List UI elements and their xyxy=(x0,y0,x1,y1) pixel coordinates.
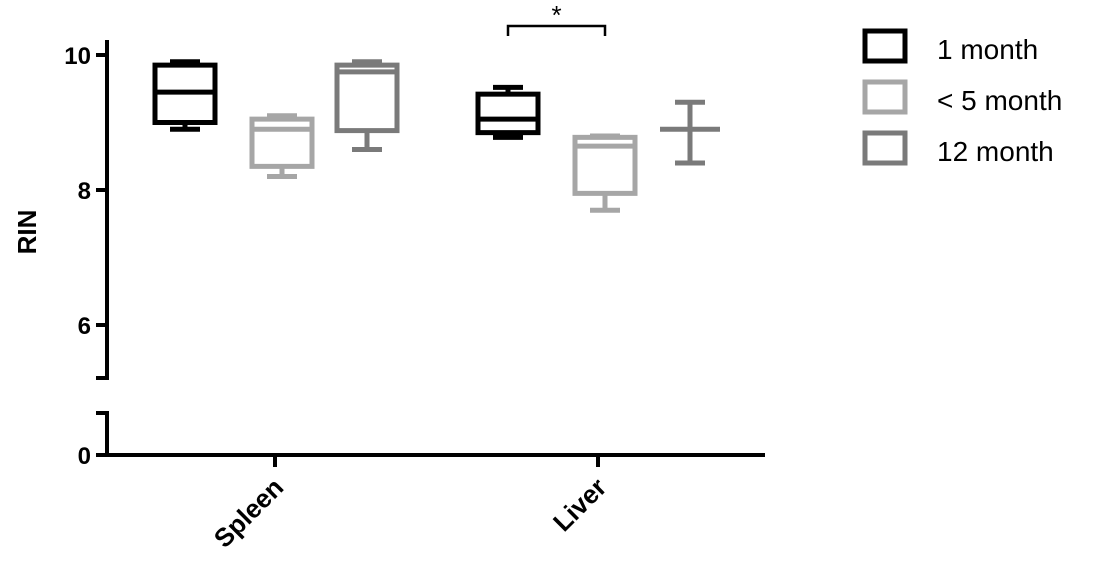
box-2-1 xyxy=(660,99,720,166)
significance-label: * xyxy=(551,0,561,30)
box-1-0 xyxy=(249,113,315,179)
boxes xyxy=(152,59,720,213)
box-0-0 xyxy=(152,59,218,132)
box-2-0 xyxy=(334,59,400,152)
axes xyxy=(96,40,765,457)
y-tick-label: 0 xyxy=(78,443,91,470)
significance-line xyxy=(506,24,607,36)
box-iqr xyxy=(334,62,400,134)
x-tick-label-spleen: Spleen xyxy=(208,472,289,553)
legend-label: 12 month xyxy=(937,136,1054,167)
legend-swatch xyxy=(862,28,908,64)
significance-bracket: * xyxy=(506,0,607,36)
legend-label: 1 month xyxy=(937,34,1038,65)
box-iqr xyxy=(572,134,638,196)
box-iqr xyxy=(249,116,315,169)
y-tick-label: 6 xyxy=(78,313,91,340)
y-tick-label: 8 xyxy=(78,178,91,205)
box-0-1 xyxy=(475,84,541,140)
y-axis-label: RIN xyxy=(12,210,42,255)
legend: 1 month < 5 month 12 month xyxy=(862,28,1062,167)
legend-swatch xyxy=(862,130,908,166)
y-tick-label: 10 xyxy=(64,43,91,70)
x-tick-label-liver: Liver xyxy=(547,472,612,537)
legend-swatch xyxy=(862,79,908,115)
y-ticks: 0 6 8 10 xyxy=(64,43,107,470)
box-1-1 xyxy=(572,133,638,213)
x-ticks: Spleen Liver xyxy=(208,455,612,554)
box-iqr xyxy=(475,91,541,136)
legend-label: < 5 month xyxy=(937,85,1062,116)
